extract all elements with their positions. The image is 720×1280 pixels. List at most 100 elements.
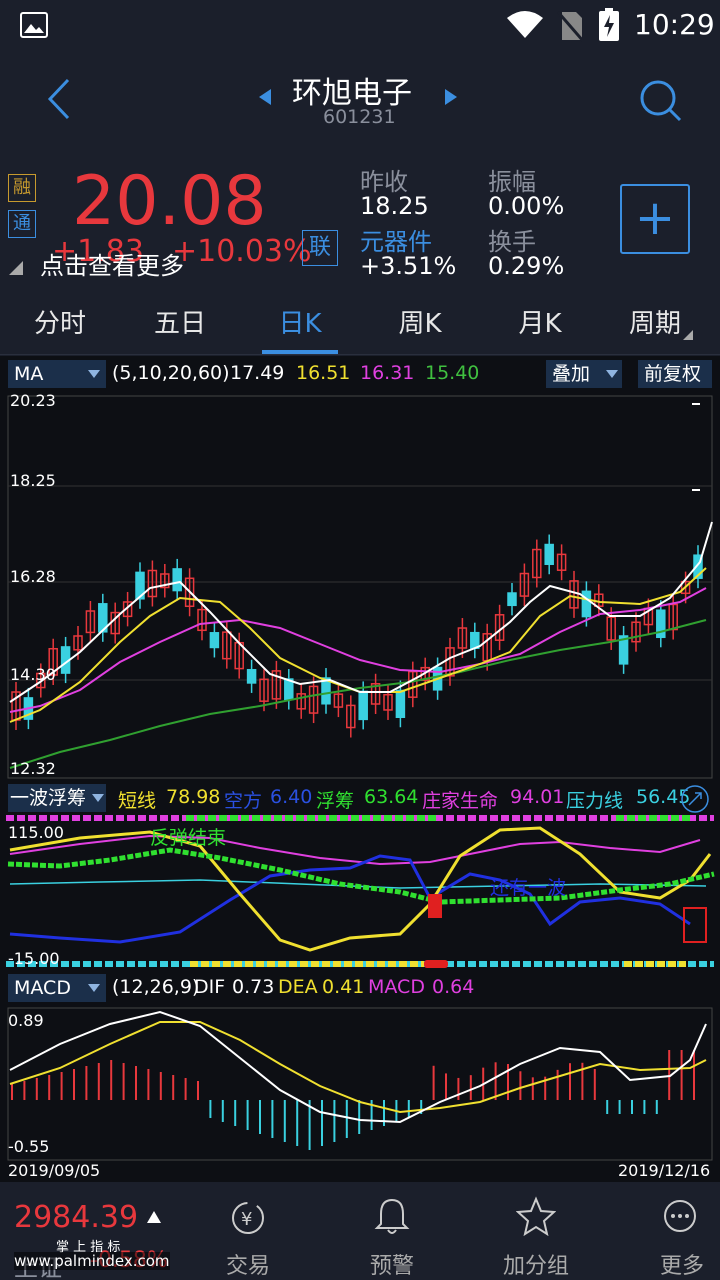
nav-trade[interactable]: ¥ 交易 xyxy=(176,1182,320,1280)
empty-label: 空方 xyxy=(224,790,263,812)
period-tabs: 分时 五日 日K 周K 月K 周期 xyxy=(0,293,720,355)
candle-body xyxy=(160,573,170,589)
candle-body xyxy=(581,590,592,618)
dif-label: DIF xyxy=(194,976,226,998)
candle-body xyxy=(172,568,182,592)
candle-body xyxy=(308,685,319,714)
connect-badge: 通 xyxy=(8,210,36,238)
candle-body xyxy=(122,601,133,618)
prev-stock-icon[interactable] xyxy=(258,88,272,106)
pressure-label: 压力线 xyxy=(566,790,624,812)
wifi-icon xyxy=(507,11,543,38)
index-value: 2984.39 xyxy=(14,1200,139,1235)
note-rebound-end: 反弹结束 xyxy=(150,827,226,849)
tab-five-day[interactable]: 五日 xyxy=(153,309,206,339)
macd-selector[interactable]: MACD xyxy=(8,974,106,1002)
period-triangle-icon xyxy=(683,330,693,340)
tab-period[interactable]: 周期 xyxy=(628,309,681,339)
status-bar: 10:29 xyxy=(0,0,720,52)
macd-selector-label: MACD xyxy=(14,977,71,999)
sector-change: +3.51% xyxy=(360,252,457,280)
indicator-chart[interactable]: 115.00 -15.00 反弹结束 还有一波 xyxy=(0,814,720,974)
nav-more[interactable]: 更多 xyxy=(576,1182,720,1280)
indicator-selector[interactable]: 一波浮筹 xyxy=(8,784,106,812)
candle-body xyxy=(420,666,430,682)
candle-body xyxy=(321,677,331,705)
watermark-site: www.palmindex.com xyxy=(14,1252,170,1270)
ma10-line xyxy=(9,567,707,723)
nav-alert-label: 预警 xyxy=(369,1254,414,1279)
nav-alert[interactable]: 预警 xyxy=(320,1182,464,1280)
quote-panel: 融 通 20.08 +1.83 +10.03% 联 点击查看更多 昨收 18.2… xyxy=(0,162,720,292)
candle-body xyxy=(48,647,58,676)
dea-line xyxy=(9,1021,707,1114)
ma60-value: 15.40 xyxy=(425,362,480,384)
kline-chart[interactable]: 20.23 18.25 16.28 14.30 12.32 xyxy=(0,392,720,782)
ma-params: (5,10,20,60) xyxy=(112,362,230,384)
note-one-more-wave: 还有一波 xyxy=(490,877,566,899)
candle-body xyxy=(222,631,232,660)
overlay-selector[interactable]: 叠加 xyxy=(546,360,622,388)
float-label: 浮筹 xyxy=(316,790,355,812)
overlay-label: 叠加 xyxy=(552,363,591,385)
tap-more-link[interactable]: 点击查看更多 xyxy=(40,252,184,280)
ma5-value: 17.49 xyxy=(230,362,285,384)
bell-icon xyxy=(374,1198,410,1234)
nav-add-group-label: 加分组 xyxy=(502,1254,569,1279)
y-label-top: 20.23 xyxy=(10,392,56,410)
tab-weekly-k[interactable]: 周K xyxy=(398,309,442,339)
search-icon[interactable] xyxy=(638,78,682,122)
candle-body xyxy=(383,693,393,711)
candle-body xyxy=(507,592,517,607)
ma-selector[interactable]: MA xyxy=(8,360,106,388)
tab-monthly-k[interactable]: 月K xyxy=(518,309,562,339)
short-value: 78.98 xyxy=(166,786,221,808)
active-tab-indicator xyxy=(262,350,338,354)
candle-body xyxy=(445,647,455,677)
add-watchlist-button[interactable]: + xyxy=(620,184,690,254)
link-badge[interactable]: 联 xyxy=(302,230,338,266)
price-change: +1.83 xyxy=(52,234,144,269)
candle-body xyxy=(556,553,567,571)
nav-trade-label: 交易 xyxy=(225,1254,270,1279)
dropdown-icon xyxy=(88,984,100,992)
candle-body xyxy=(532,548,542,579)
amplitude-label: 振幅 xyxy=(488,168,536,196)
ind-bottom-value: -15.00 xyxy=(8,949,60,968)
prev-close-value: 18.25 xyxy=(360,192,429,220)
candle-body xyxy=(656,609,666,639)
sector-label[interactable]: 元器件 xyxy=(360,228,432,256)
stock-name: 环旭电子 xyxy=(292,76,412,111)
back-icon[interactable] xyxy=(44,78,74,120)
tab-intraday[interactable]: 分时 xyxy=(33,309,86,339)
chart-area: MA (5,10,20,60) 17.49 16.51 16.31 15.40 … xyxy=(0,356,720,1182)
candle-body xyxy=(135,571,145,600)
candle-body xyxy=(457,627,468,649)
ma20-value: 16.31 xyxy=(360,362,415,384)
nav-add-group[interactable]: 加分组 xyxy=(464,1182,608,1280)
candle-body xyxy=(98,603,108,633)
tab-daily-k[interactable]: 日K xyxy=(278,309,322,339)
expand-icon[interactable] xyxy=(680,784,710,814)
next-stock-icon[interactable] xyxy=(444,88,458,106)
life-value: 94.01 xyxy=(510,786,565,808)
index-ticker[interactable]: 2984.39 上证 -0.58% 掌 上 指 标 www.palmindex.… xyxy=(0,1182,180,1280)
candle-body xyxy=(246,668,257,684)
header: 环旭电子 601231 xyxy=(0,52,720,162)
y-label-4: 14.30 xyxy=(10,665,56,684)
y-label-2: 18.25 xyxy=(10,471,56,490)
short-line xyxy=(9,826,712,952)
price-change-pct: +10.03% xyxy=(172,234,312,269)
dropdown-icon xyxy=(88,370,100,378)
amplitude-value: 0.00% xyxy=(488,192,565,220)
macd-chart[interactable]: 0.89 -0.55 2019/09/05 2019/12/16 xyxy=(0,1004,720,1182)
candle-body xyxy=(395,689,406,718)
nav-more-label: 更多 xyxy=(659,1254,704,1279)
turnover-value: 0.29% xyxy=(488,252,565,280)
candle-body xyxy=(296,693,306,710)
ind-top-value: 115.00 xyxy=(8,823,64,842)
dropdown-icon xyxy=(92,794,104,802)
adjust-button[interactable]: 前复权 xyxy=(638,360,712,388)
life-label: 庄家生命 xyxy=(422,790,499,812)
